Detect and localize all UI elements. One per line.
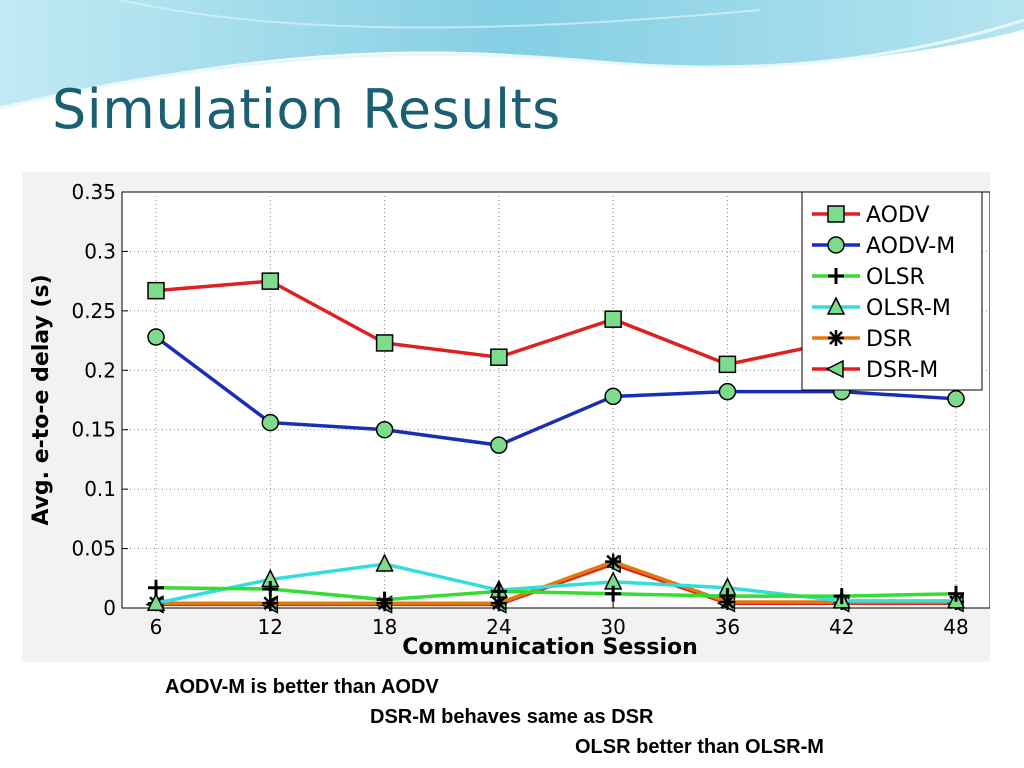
y-tick-label: 0.15	[71, 418, 116, 442]
line-chart: 0 0.05 0.1 0.15 0.2 0.25 0.3 0.35 6 12 18 24 30 36 42 4…	[29, 180, 990, 660]
data-point-aodv	[604, 310, 622, 328]
data-point-olsr	[376, 591, 393, 608]
series-line-olsr-m	[155, 562, 956, 605]
note-olsr: OLSR better than OLSR-M	[575, 736, 824, 758]
data-point-aodv	[490, 348, 508, 366]
data-point-dsr	[262, 595, 279, 612]
data-point-olsr	[948, 585, 964, 602]
header-wave-decoration	[0, 0, 1024, 113]
legend-marker-dsr	[828, 330, 844, 346]
legend-marker-dsr-m	[825, 359, 844, 379]
series-line-dsr	[156, 559, 956, 605]
x-tick-label: 18	[372, 615, 397, 639]
data-point-aodv-m	[604, 387, 622, 406]
y-tick-label: 0.2	[84, 358, 116, 382]
legend-item-dsr: DSR	[812, 327, 912, 352]
data-point-olsr	[719, 588, 736, 605]
legend-marker-aodv	[827, 205, 845, 223]
data-point-aodv	[261, 272, 280, 290]
legend-item-aodv-m: AODV-M	[812, 234, 955, 259]
x-tick-label: 30	[600, 615, 625, 639]
legend-label-dsr: DSR	[866, 327, 912, 352]
x-tick-label: 6	[150, 615, 163, 639]
y-tick-label: 0.35	[71, 180, 116, 204]
x-tick-label: 24	[486, 615, 511, 639]
y-tick-label: 0	[103, 596, 116, 620]
data-point-aodv-m	[261, 413, 280, 432]
data-point-olsr	[833, 588, 850, 605]
y-tick-label: 0.05	[71, 537, 116, 561]
legend-marker-aodv-m	[827, 236, 845, 254]
slide-title: Simulation Results	[52, 78, 561, 141]
series-lines	[145, 272, 966, 614]
note-aodv: AODV-M is better than AODV	[165, 676, 439, 698]
data-point-aodv-m	[490, 436, 508, 454]
data-point-aodv-m	[375, 420, 394, 439]
legend-label-aodv: AODV	[866, 203, 930, 228]
legend-item-dsr-m: DSR-M	[812, 358, 938, 383]
series-line-olsr	[155, 586, 957, 602]
note-dsr: DSR-M behaves same as DSR	[370, 706, 654, 728]
data-point-olsr-m	[375, 553, 394, 572]
data-point-aodv	[718, 355, 737, 374]
data-point-aodv	[147, 281, 165, 300]
legend-box	[801, 191, 983, 391]
y-tick-label: 0.25	[71, 299, 116, 323]
x-tick-label: 42	[829, 615, 854, 639]
legend-item-olsr: OLSR	[812, 265, 925, 290]
data-point-olsr	[490, 583, 507, 600]
series-olsr	[148, 579, 964, 608]
y-tick-label: 0.3	[84, 239, 116, 263]
data-point-aodv-m	[147, 328, 165, 346]
legend-item-aodv: AODV	[812, 203, 930, 228]
data-point-olsr-m	[146, 592, 166, 611]
x-tick-label: 36	[715, 615, 740, 639]
data-point-olsr	[605, 585, 622, 602]
data-point-aodv	[375, 334, 394, 352]
chart-panel: 0 0.05 0.1 0.15 0.2 0.25 0.3 0.35 6 12 18 24 30 36 42 4…	[22, 172, 990, 662]
legend-marker-olsr-m	[826, 296, 846, 315]
series-line-aodv-m	[154, 335, 957, 447]
series-aodv-m	[147, 328, 965, 454]
legend-label-olsr-m: OLSR-M	[866, 296, 951, 321]
y-tick-label: 0.1	[84, 477, 116, 501]
axis-ticks: 0 0.05 0.1 0.15 0.2 0.25 0.3 0.35 6 12 18 24 30 36 42 4…	[71, 180, 968, 639]
legend-label-aodv-m: AODV-M	[866, 234, 955, 259]
series-olsr-m	[146, 553, 966, 611]
x-tick-label: 12	[258, 615, 283, 639]
y-axis-title: Avg. e-to-e delay (s)	[29, 274, 54, 525]
legend-label-olsr: OLSR	[866, 265, 925, 290]
data-point-olsr	[262, 580, 279, 597]
data-point-dsr	[605, 553, 622, 570]
x-axis-title: Communication Session	[402, 635, 698, 660]
data-point-aodv-m	[718, 382, 737, 401]
data-point-olsr	[148, 579, 164, 596]
x-tick-label: 48	[943, 615, 968, 639]
legend-label-dsr-m: DSR-M	[866, 358, 938, 383]
legend: AODV AODV-M OLSR OLSR-M DSR DSR-M	[801, 191, 983, 391]
legend-marker-olsr	[828, 268, 844, 284]
data-point-aodv-m	[947, 390, 965, 408]
data-point-dsr	[490, 595, 507, 612]
legend-item-olsr-m: OLSR-M	[812, 296, 951, 321]
